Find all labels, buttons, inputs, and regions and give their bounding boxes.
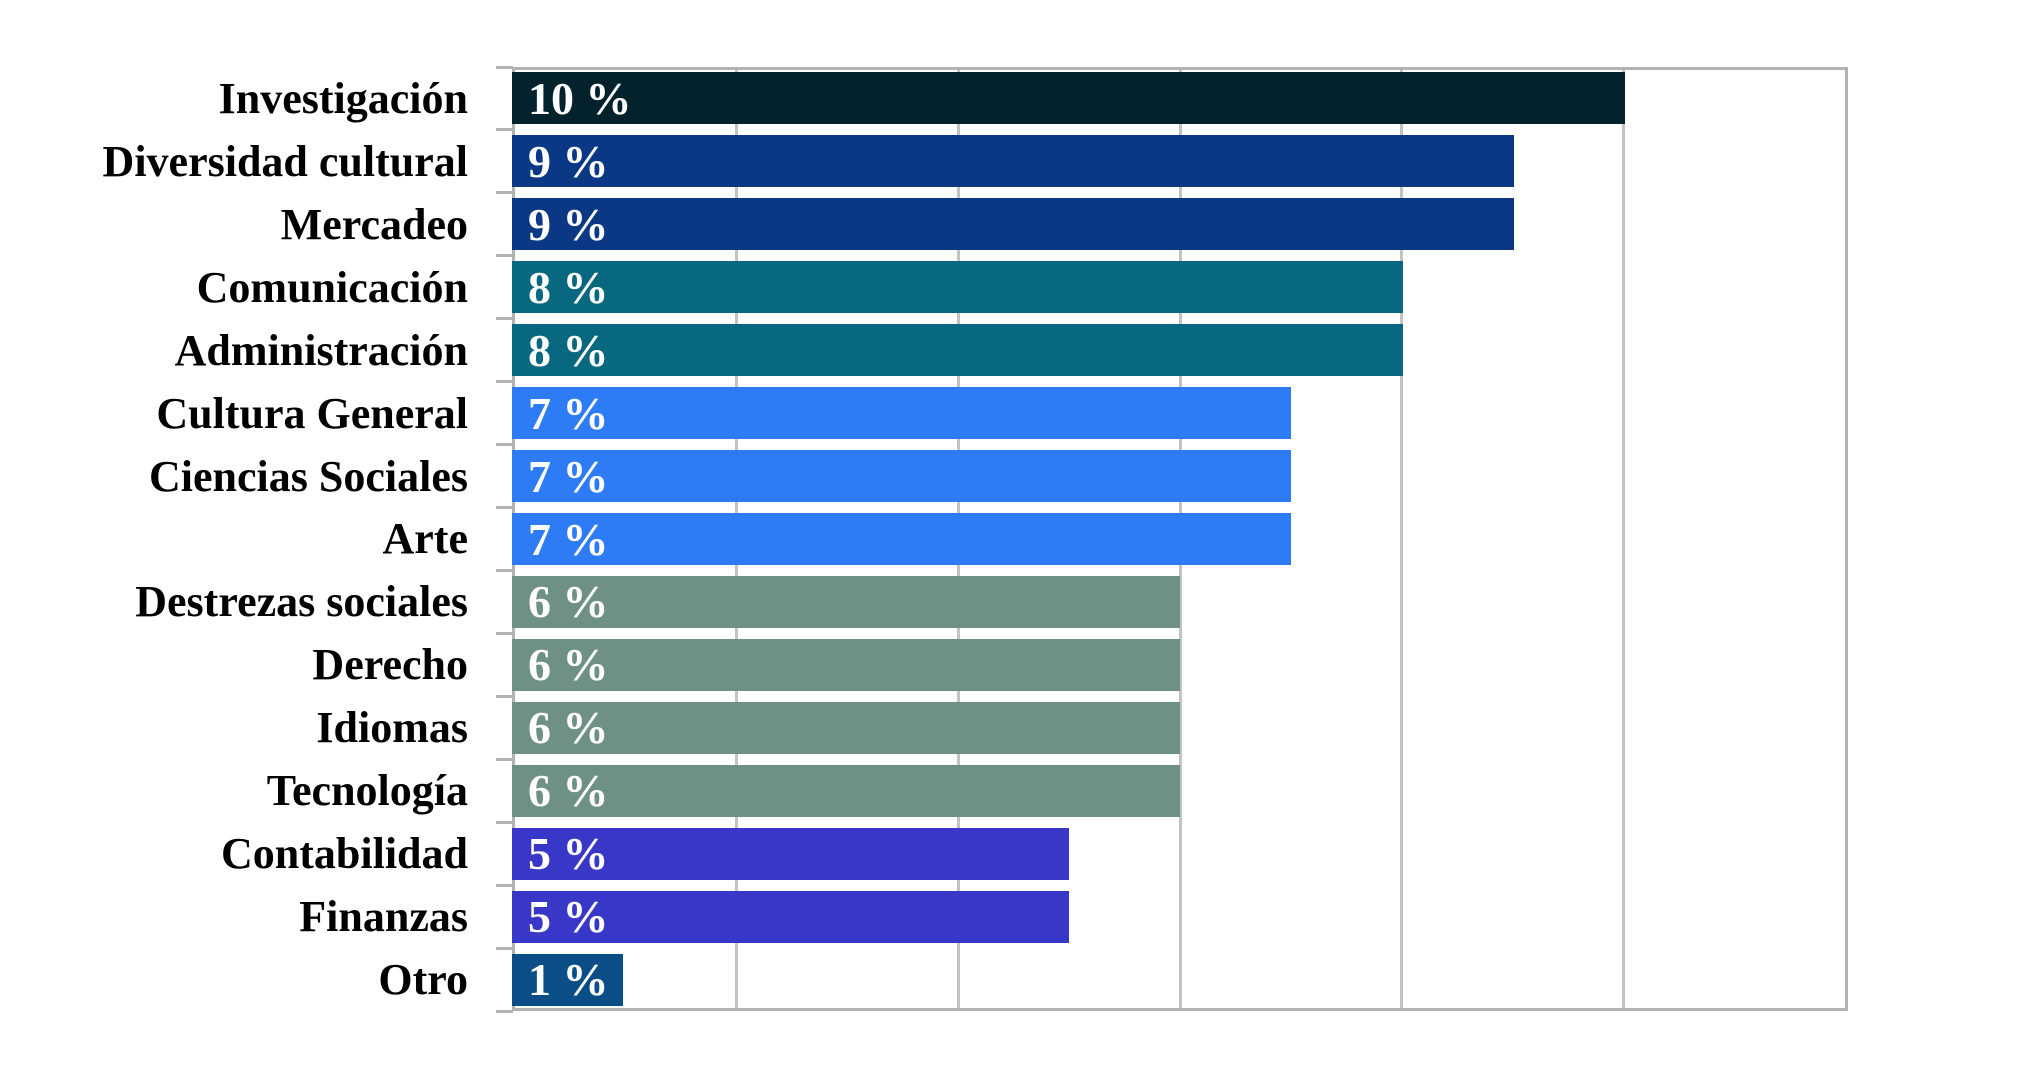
y-axis-tick — [496, 443, 513, 447]
bar-value-label: 9 % — [528, 198, 609, 250]
bar-value-label: 6 % — [528, 639, 609, 691]
bar: 5 % — [512, 827, 1069, 880]
category-label: Tecnología — [266, 766, 468, 816]
y-axis-tick — [496, 568, 513, 572]
bar: 5 % — [512, 890, 1069, 943]
category-label: Contabilidad — [221, 829, 468, 879]
category-label: Ciencias Sociales — [149, 451, 468, 501]
category-label: Idiomas — [316, 703, 468, 753]
y-axis-tick — [496, 1009, 513, 1013]
category-label: Derecho — [312, 640, 468, 690]
bar-value-label: 8 % — [528, 324, 609, 376]
y-axis-tick — [496, 128, 513, 132]
bar: 6 % — [512, 764, 1180, 817]
y-axis-tick — [496, 946, 513, 950]
bar: 8 % — [512, 324, 1403, 377]
bar: 10 % — [512, 72, 1626, 125]
bar: 7 % — [512, 450, 1292, 503]
bar: 6 % — [512, 575, 1180, 628]
bar: 7 % — [512, 513, 1292, 565]
bar-value-label: 9 % — [528, 135, 609, 187]
bar-value-label: 8 % — [528, 261, 609, 313]
category-label: Administración — [174, 325, 468, 375]
bar-value-label: 6 % — [528, 765, 609, 817]
bar-value-label: 6 % — [528, 576, 609, 628]
category-label: Diversidad cultural — [102, 136, 468, 186]
x-gridline — [1400, 70, 1404, 1008]
y-axis-tick — [496, 65, 513, 69]
y-axis-tick — [496, 757, 513, 761]
y-axis-tick — [496, 254, 513, 258]
y-axis-tick — [496, 191, 513, 195]
bar: 9 % — [512, 198, 1514, 251]
bar-value-label: 5 % — [528, 828, 609, 880]
bar-value-label: 6 % — [528, 702, 609, 754]
bar-value-label: 7 % — [528, 450, 609, 502]
category-label: Finanzas — [299, 892, 468, 942]
category-label: Investigación — [218, 73, 468, 123]
bar: 7 % — [512, 387, 1292, 440]
bar: 9 % — [512, 135, 1514, 188]
y-axis-tick — [496, 883, 513, 887]
bar-value-label: 5 % — [528, 891, 609, 943]
category-label: Mercadeo — [280, 199, 468, 249]
y-axis-tick — [496, 631, 513, 635]
bar: 6 % — [512, 701, 1180, 754]
y-axis-tick — [496, 694, 513, 698]
category-label: Cultura General — [156, 388, 468, 438]
y-axis-tick — [496, 317, 513, 321]
category-label: Comunicación — [196, 262, 468, 312]
category-label: Destrezas sociales — [135, 577, 468, 627]
y-axis-tick — [496, 820, 513, 824]
bar: 8 % — [512, 261, 1403, 314]
category-label: Arte — [382, 514, 469, 564]
bar-value-label: 7 % — [528, 513, 609, 565]
x-gridline — [1621, 70, 1625, 1008]
bar-value-label: 10 % — [528, 72, 632, 124]
bar-value-label: 7 % — [528, 387, 609, 439]
y-axis-tick — [496, 506, 513, 510]
bar: 1 % — [512, 953, 624, 1006]
bar-value-label: 1 % — [528, 954, 609, 1006]
category-label: Otro — [378, 955, 468, 1005]
bar: 6 % — [512, 638, 1180, 691]
y-axis-tick — [496, 380, 513, 384]
